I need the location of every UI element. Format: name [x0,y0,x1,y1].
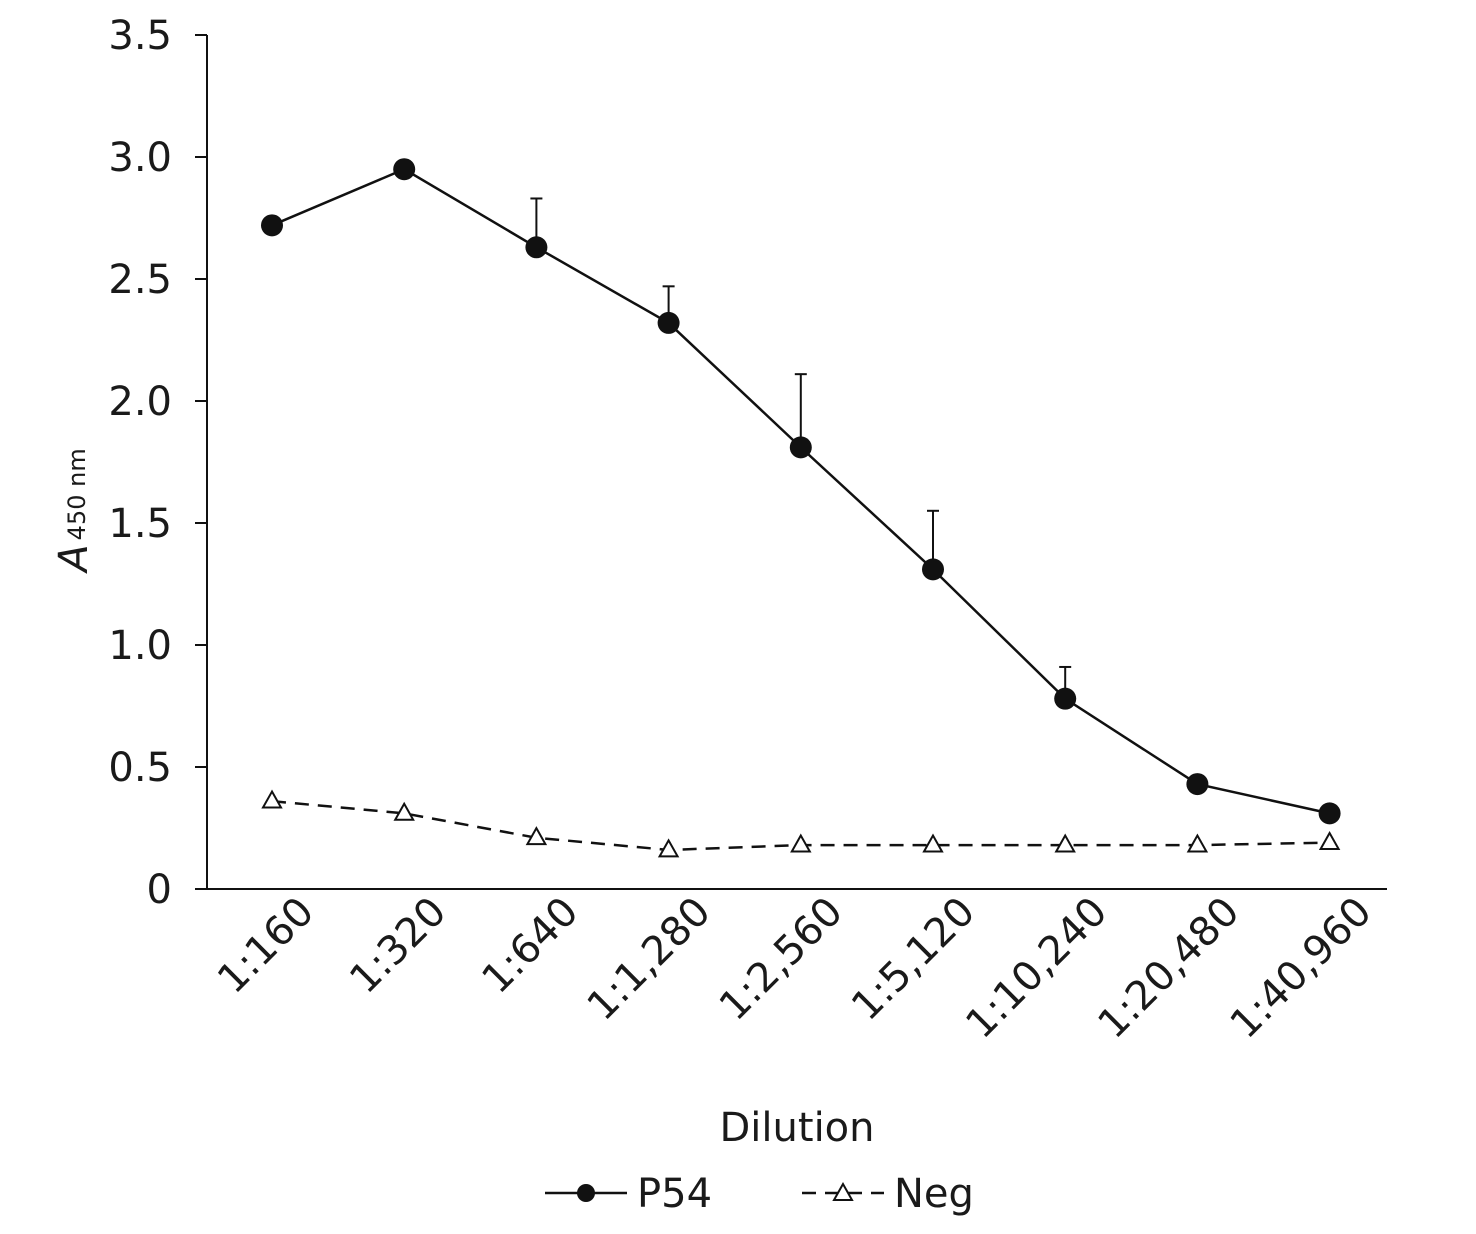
data-point [1186,773,1209,796]
x-tick-label: 1:1,280 [579,889,720,1030]
data-point [1318,802,1341,825]
series-neg [261,789,1341,858]
legend-item-p54: P54 [545,1171,712,1217]
y-tick-label: 3.5 [108,13,172,59]
legend-marker [832,1181,854,1201]
data-point [1054,687,1077,710]
series-layer [261,158,1341,858]
legend-label: Neg [894,1171,974,1217]
data-point [1054,833,1076,853]
data-point [789,436,812,459]
legend-marker [577,1184,595,1202]
x-tick-label: 1:2,560 [711,889,852,1030]
data-point [1186,833,1209,853]
data-point [261,214,283,237]
y-tick-label: 2.0 [108,379,172,425]
data-point [657,838,680,858]
data-point [393,801,415,821]
series-line-p54 [271,167,1330,815]
data-point [525,236,548,259]
y-axis-title: A 450 nm [51,448,97,574]
x-tick-label: 1:160 [209,889,323,1003]
data-point [922,833,944,853]
x-tick-label: 1:40,960 [1222,889,1381,1048]
series-p54 [261,158,1341,825]
legend-label: P54 [637,1171,712,1217]
y-tick-label: 0.5 [108,745,172,791]
axes [206,35,1387,890]
legend: P54 Neg [545,1171,974,1217]
y-tick-label: 2.5 [108,257,172,303]
data-point [1318,831,1341,851]
y-tick-label: 1.5 [108,501,172,547]
y-tick-label: 0 [147,867,172,913]
data-point [393,158,416,181]
x-tick-label: 1:640 [473,889,587,1003]
data-point [922,558,944,581]
data-point [261,789,283,809]
data-point [790,833,812,853]
y-tick-label: 3.0 [108,135,172,181]
data-point [525,826,548,846]
data-point [657,311,680,334]
x-tick-label: 1:320 [341,889,455,1003]
x-axis-ticks: 1:160 1:320 1:6401:1,2801:2,5601:5,1201:10… [209,889,1381,1048]
legend-item-neg: Neg [802,1171,974,1217]
x-tick-label: 1:20,480 [1089,889,1248,1048]
x-axis-title: Dilution [720,1105,875,1151]
y-axis-ticks: 0 0.5 1.0 1.5 2.0 2.5 3.0 3.5 [108,13,207,913]
x-tick-label: 1:10,240 [957,889,1116,1048]
y-tick-label: 1.0 [108,623,172,669]
y-axis-title-subscript: 450 nm [63,448,91,540]
y-axis-title-main: A [51,544,97,574]
